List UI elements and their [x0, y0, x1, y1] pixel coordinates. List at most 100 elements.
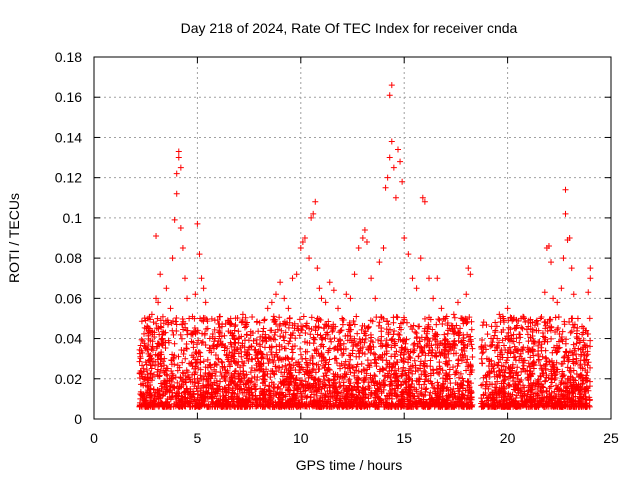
background-point	[573, 340, 580, 347]
background-point	[298, 364, 305, 371]
background-point	[328, 338, 335, 345]
background-point	[494, 342, 501, 349]
background-point	[375, 386, 382, 393]
data-point	[142, 345, 149, 352]
data-point	[368, 275, 375, 282]
background-point	[368, 379, 375, 386]
background-point	[247, 328, 254, 335]
background-point	[318, 390, 325, 397]
background-point	[563, 336, 570, 343]
background-point	[159, 341, 166, 348]
background-point	[259, 328, 266, 335]
background-point	[369, 318, 376, 325]
data-point	[173, 170, 180, 177]
background-point	[585, 387, 592, 394]
background-point	[158, 399, 165, 406]
background-point	[468, 326, 475, 333]
background-point	[272, 329, 279, 336]
background-point	[268, 327, 275, 334]
data-point	[574, 315, 581, 322]
data-point	[202, 299, 209, 306]
background-point	[513, 402, 520, 409]
background-point	[484, 331, 491, 338]
background-point	[423, 385, 430, 392]
background-point	[143, 400, 150, 407]
background-point	[197, 402, 204, 409]
background-point	[297, 351, 304, 358]
data-point	[206, 335, 213, 342]
background-point	[298, 392, 305, 399]
background-point	[309, 367, 316, 374]
background-point	[581, 361, 588, 368]
data-point	[355, 245, 362, 252]
background-point	[451, 390, 458, 397]
background-point	[215, 320, 222, 327]
background-point	[542, 354, 549, 361]
background-point	[519, 359, 526, 366]
background-point	[147, 385, 154, 392]
data-point	[155, 299, 162, 306]
background-point	[243, 393, 250, 400]
background-point	[543, 372, 550, 379]
background-point	[178, 335, 185, 342]
background-point	[178, 384, 185, 391]
background-point	[495, 389, 502, 396]
background-point	[357, 339, 364, 346]
data-point	[177, 164, 184, 171]
background-point	[464, 343, 471, 350]
background-point	[383, 350, 390, 357]
background-point	[153, 396, 160, 403]
data-point	[200, 285, 207, 292]
data-point	[210, 345, 217, 352]
background-point	[371, 390, 378, 397]
background-point	[494, 353, 501, 360]
background-point	[356, 336, 363, 343]
background-point	[147, 398, 154, 405]
background-point	[150, 319, 157, 326]
background-point	[259, 403, 266, 410]
background-point	[543, 361, 550, 368]
background-point	[422, 372, 429, 379]
background-point	[518, 346, 525, 353]
background-point	[520, 362, 527, 369]
background-point	[260, 388, 267, 395]
background-point	[427, 400, 434, 407]
data-point	[148, 311, 155, 318]
background-point	[388, 380, 395, 387]
background-point	[309, 360, 316, 367]
background-point	[392, 342, 399, 349]
data-point	[157, 271, 164, 278]
background-point	[397, 336, 404, 343]
background-point	[358, 326, 365, 333]
background-point	[350, 318, 357, 325]
background-point	[515, 318, 522, 325]
background-point	[478, 382, 485, 389]
x-axis-label: GPS time / hours	[296, 457, 403, 473]
background-point	[255, 348, 262, 355]
background-point	[446, 403, 453, 410]
background-point	[488, 342, 495, 349]
background-point	[246, 351, 253, 358]
background-point	[552, 314, 559, 321]
background-point	[395, 378, 402, 385]
background-point	[436, 317, 443, 324]
background-point	[501, 393, 508, 400]
background-point	[232, 322, 239, 329]
background-point	[532, 399, 539, 406]
background-point	[276, 364, 283, 371]
background-point	[493, 344, 500, 351]
background-point	[429, 352, 436, 359]
background-point	[495, 339, 502, 346]
background-point	[319, 394, 326, 401]
data-point	[419, 194, 426, 201]
y-tick-label: 0.18	[55, 49, 82, 65]
data-point	[343, 291, 350, 298]
background-point	[417, 389, 424, 396]
background-point	[349, 350, 356, 357]
background-point	[195, 337, 202, 344]
background-point	[245, 378, 252, 385]
background-point	[378, 397, 385, 404]
background-point	[213, 368, 220, 375]
background-point	[398, 396, 405, 403]
background-point	[203, 316, 210, 323]
